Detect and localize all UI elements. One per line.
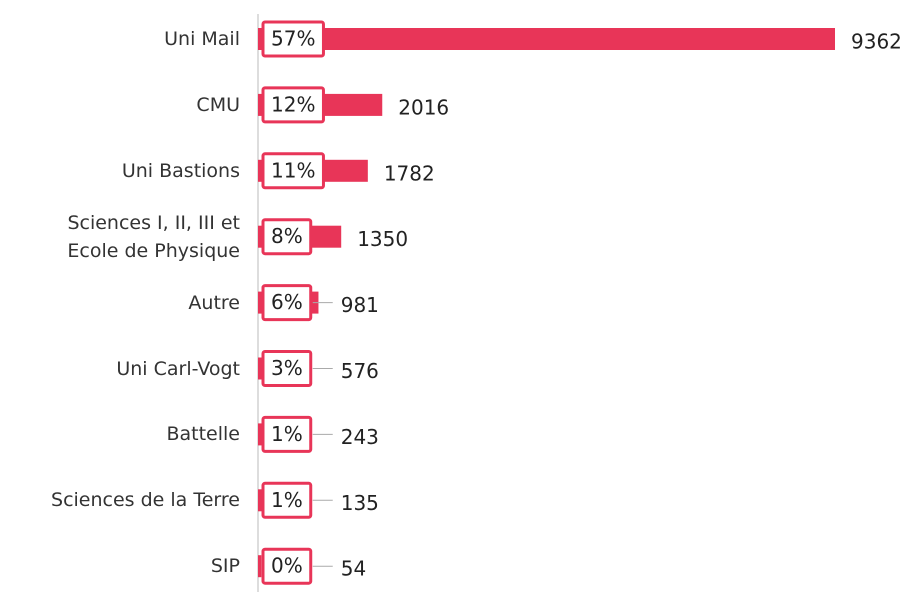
share-box xyxy=(261,218,313,256)
value-label: 576 xyxy=(341,359,379,383)
category-label: Battelle xyxy=(166,423,240,446)
share-label: 1% xyxy=(271,488,303,512)
category-label: Uni Mail xyxy=(164,28,240,50)
value-label: 243 xyxy=(341,425,379,449)
share-box xyxy=(261,284,313,322)
category-label: CMU xyxy=(196,93,240,116)
share-label: 11% xyxy=(271,158,315,182)
share-label: 6% xyxy=(271,290,303,314)
share-box xyxy=(261,415,313,453)
category-label: Uni Bastions xyxy=(121,159,240,182)
share-box xyxy=(261,86,325,124)
value-label: 981 xyxy=(341,293,379,317)
share-box xyxy=(261,350,313,387)
share-label: 1% xyxy=(271,422,303,446)
category-label: Sciences de la Terre xyxy=(51,489,240,512)
share-box xyxy=(261,152,325,190)
share-box xyxy=(261,547,313,585)
value-label: 135 xyxy=(341,491,379,515)
bar xyxy=(258,28,835,50)
share-label: 12% xyxy=(271,92,315,116)
share-label: 3% xyxy=(271,356,303,380)
value-label: 1350 xyxy=(357,227,408,251)
category-label: Autre xyxy=(188,291,240,314)
share-label: 0% xyxy=(271,554,303,578)
bar xyxy=(258,555,262,578)
share-box xyxy=(261,481,313,519)
share-label: 8% xyxy=(271,224,303,248)
category-label: SIP xyxy=(210,555,240,578)
category-label: Sciences I, II, III et Ecole de Physique xyxy=(67,211,240,262)
value-label: 1782 xyxy=(384,161,435,185)
value-label: 54 xyxy=(341,557,366,581)
category-label: Uni Carl-Vogt xyxy=(116,357,240,380)
share-box xyxy=(261,20,325,58)
share-label: 57% xyxy=(271,27,315,51)
value-label: 9362 xyxy=(851,30,902,54)
value-label: 2016 xyxy=(398,95,449,119)
